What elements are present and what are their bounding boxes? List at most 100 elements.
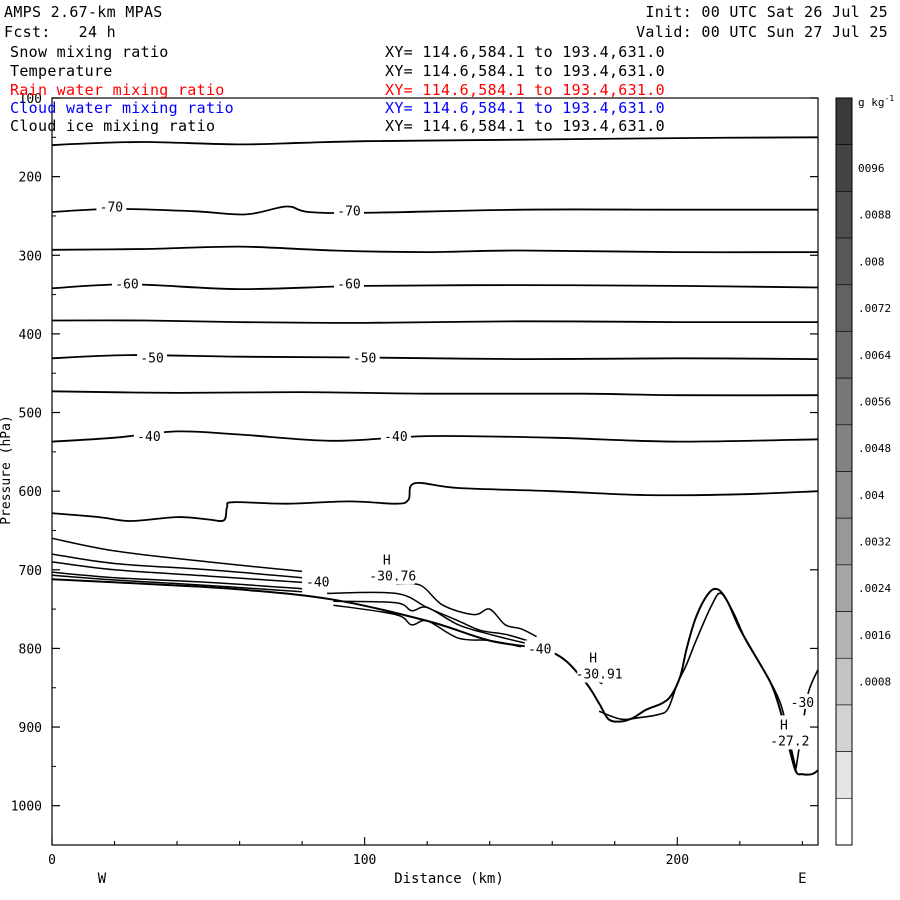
model-title: AMPS 2.67-km MPAS — [4, 3, 163, 21]
isotherm-2 — [51, 245, 819, 254]
colorbar-tick-4: .0064 — [858, 349, 891, 362]
surface-contour-8 — [395, 582, 537, 638]
field-name-rain: Rain water mixing ratio — [10, 81, 225, 99]
isotherm-1 — [51, 205, 818, 216]
y-tick-label-600: 600 — [19, 485, 42, 500]
colorbar-tick-9: .0024 — [858, 582, 891, 595]
terrain-inner-outline — [598, 592, 797, 771]
y-tick-label-800: 800 — [19, 642, 42, 657]
isotherm-label-2: -60 — [115, 278, 138, 293]
y-tick-label-500: 500 — [19, 407, 42, 422]
colorbar-segment-13 — [835, 704, 853, 752]
isotherm-label-1: -70 — [337, 204, 360, 219]
colorbar-unit-exponent: -1 — [885, 94, 895, 103]
field-xy-temperature: XY= 114.6,584.1 to 193.4,631.0 — [385, 62, 665, 80]
isotherm-0 — [51, 136, 819, 147]
isotherm-label-bg-0 — [96, 198, 127, 214]
forecast-hour: Fcst: 24 h — [4, 23, 116, 41]
isotherm-7 — [51, 430, 819, 443]
west-label: W — [98, 871, 107, 887]
surface-label-0: -40 — [306, 576, 329, 591]
field-name-temperature: Temperature — [10, 62, 113, 80]
colorbar-segment-5 — [835, 331, 853, 379]
high-marker-0: H — [383, 553, 391, 568]
y-tick-label-400: 400 — [19, 328, 42, 343]
colorbar-tick-0: 0096 — [858, 162, 885, 175]
surface-contour-5 — [333, 600, 534, 646]
field-xy-cloud-water: XY= 114.6,584.1 to 193.4,631.0 — [385, 99, 665, 117]
y-tick-label-200: 200 — [19, 171, 42, 186]
colorbar-segment-10 — [835, 564, 853, 612]
colorbar-tick-6: .0048 — [858, 442, 891, 455]
isotherm-label-bg-2 — [112, 275, 143, 291]
surface-contour-1 — [51, 553, 303, 579]
isotherm-label-bg-7 — [380, 428, 411, 444]
high-bg-1 — [577, 648, 622, 683]
surface-label-bg-0 — [302, 573, 333, 589]
x-tick-label-200: 200 — [666, 853, 689, 868]
colorbar-segment-7 — [835, 424, 853, 472]
east-label: E — [798, 871, 806, 887]
surface-label-2: -30 — [791, 696, 814, 711]
surface-label-1: -40 — [528, 642, 551, 657]
init-time: Init: 00 UTC Sat 26 Jul 25 — [645, 3, 888, 21]
surface-label-bg-2 — [787, 693, 818, 709]
isotherm-label-bg-3 — [334, 275, 365, 291]
colorbar-segment-15 — [835, 798, 853, 846]
terrain-outline — [51, 578, 819, 776]
colorbar-tick-7: .004 — [858, 489, 885, 502]
field-xy-cloud-ice: XY= 114.6,584.1 to 193.4,631.0 — [385, 117, 665, 135]
colorbar-segment-14 — [835, 751, 853, 799]
colorbar-tick-2: .008 — [858, 255, 885, 268]
colorbar-tick-1: .0088 — [858, 209, 891, 222]
colorbar-segment-6 — [835, 377, 853, 426]
colorbar-segment-11 — [835, 611, 853, 659]
x-tick-label-0: 0 — [48, 853, 56, 868]
colorbar-tick-3: .0072 — [858, 302, 891, 315]
colorbar-tick-5: .0056 — [858, 395, 891, 408]
field-xy-rain: XY= 114.6,584.1 to 193.4,631.0 — [385, 81, 665, 99]
isotherm-label-bg-4 — [137, 349, 168, 365]
y-tick-label-900: 900 — [19, 721, 42, 736]
colorbar-segment-0 — [835, 97, 853, 145]
y-tick-label-100: 100 — [19, 92, 42, 107]
x-tick-label-100: 100 — [353, 853, 376, 868]
colorbar-segment-8 — [835, 471, 853, 519]
isotherm-label-bg-1 — [334, 202, 365, 218]
high-marker-2: H — [780, 718, 788, 733]
surface-contour-3 — [51, 571, 303, 590]
surface-contour-0 — [51, 537, 303, 573]
colorbar-unit: g kg-1 — [858, 94, 894, 109]
isotherm-label-bg-5 — [349, 349, 380, 365]
isotherm-label-bg-6 — [133, 428, 164, 444]
field-xy-snow: XY= 114.6,584.1 to 193.4,631.0 — [385, 43, 665, 61]
surface-contour-4 — [51, 574, 303, 593]
colorbar-tick-11: .0008 — [858, 676, 891, 689]
x-axis-label: Distance (km) — [394, 871, 504, 887]
y-tick-label-1000: 1000 — [11, 800, 42, 815]
colorbar-segment-3 — [835, 237, 853, 286]
valid-time: Valid: 00 UTC Sun 27 Jul 25 — [636, 23, 888, 41]
colorbar-tick-10: .0016 — [858, 629, 891, 642]
colorbar-segment-1 — [835, 144, 853, 192]
isotherm-3 — [51, 283, 819, 291]
high-value-0: -30.76 — [369, 569, 416, 584]
isotherm-label-7: -40 — [384, 430, 407, 445]
y-tick-label-300: 300 — [19, 249, 42, 264]
high-marker-1: H — [589, 652, 597, 667]
field-name-cloud-ice: Cloud ice mixing ratio — [10, 117, 216, 135]
isotherm-6 — [51, 390, 819, 397]
surface-label-bg-1 — [524, 640, 555, 656]
colorbar-frame — [835, 97, 853, 846]
isotherm-4 — [51, 319, 819, 324]
colorbar-segment-2 — [835, 191, 853, 239]
y-axis-label: Pressure (hPa) — [0, 415, 14, 525]
high-bg-2 — [767, 715, 812, 750]
y-tick-label-700: 700 — [19, 564, 42, 579]
colorbar-segment-4 — [835, 284, 853, 332]
colorbar-tick-8: .0032 — [858, 536, 891, 549]
field-name-cloud-water: Cloud water mixing ratio — [10, 99, 234, 117]
plot-frame — [51, 97, 819, 846]
high-value-1: -30.91 — [576, 668, 623, 683]
